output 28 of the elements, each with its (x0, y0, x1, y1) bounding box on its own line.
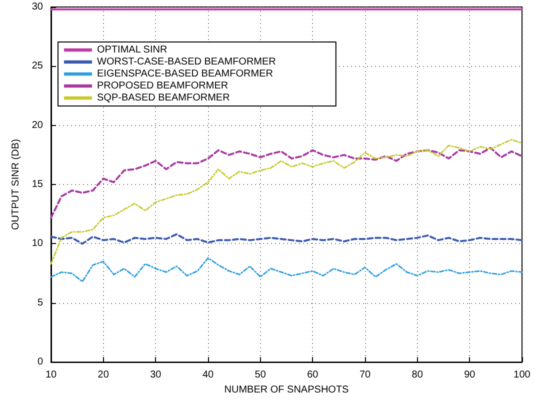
legend-label: OPTIMAL SINR (97, 44, 168, 56)
y-tick-label: 0 (37, 356, 44, 368)
y-tick-label: 15 (32, 179, 44, 190)
x-tick-label: 10 (45, 370, 57, 381)
legend-label: SQP-BASED BEAMFORMER (97, 92, 230, 104)
x-tick-label: 90 (464, 370, 476, 381)
line-series (50, 233, 523, 245)
legend-label: WORST-CASE-BASED BEAMFORMER (97, 56, 276, 68)
line-series (50, 146, 523, 219)
x-tick-label: 20 (98, 370, 110, 381)
x-tick-label: 80 (412, 370, 424, 381)
y-axis-title: OUTPUT SINR (DB) (10, 139, 22, 230)
y-tick-label: 20 (32, 120, 44, 131)
x-tick-label: 50 (254, 370, 266, 381)
x-tick-label: 40 (202, 370, 214, 381)
x-tick-label: 60 (307, 370, 319, 381)
x-tick-label: 30 (150, 370, 162, 381)
x-axis-title: NUMBER OF SNAPSHOTS (224, 384, 350, 396)
line-series (50, 257, 523, 282)
y-tick-label: 5 (37, 297, 44, 308)
legend-label: EIGENSPACE-BASED BEAMFORMER (97, 68, 273, 80)
y-tick-label: 25 (32, 60, 44, 72)
x-tick-label: 100 (514, 370, 531, 381)
y-tick-label: 30 (32, 2, 44, 12)
x-tick-label: 70 (359, 370, 371, 381)
line-series (50, 138, 523, 265)
legend-label: PROPOSED BEAMFORMER (97, 80, 228, 92)
y-tick-label: 10 (32, 238, 44, 250)
